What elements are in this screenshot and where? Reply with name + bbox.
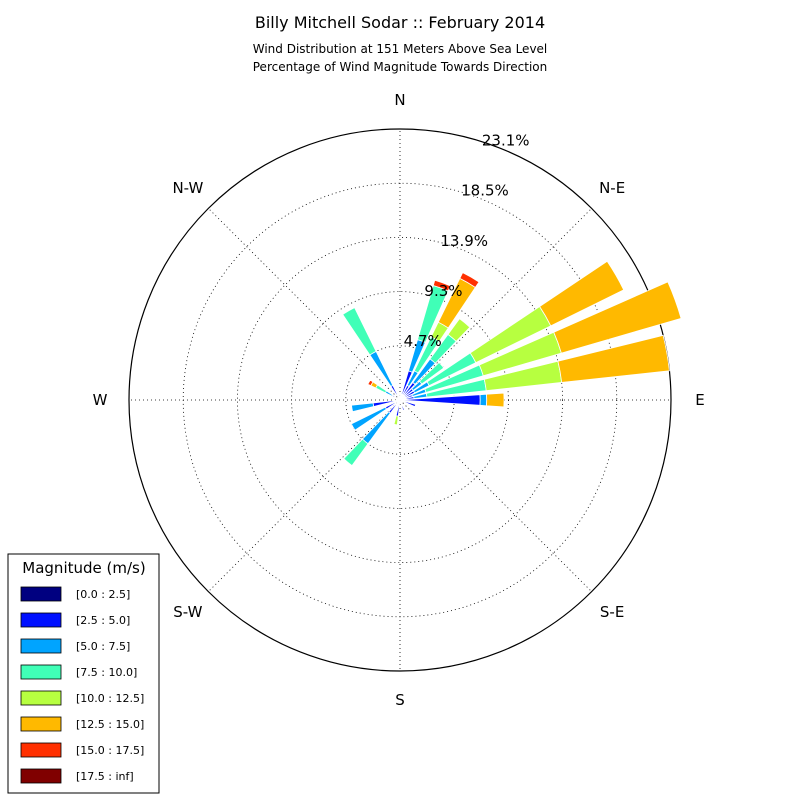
- legend-label: [15.0 : 17.5]: [76, 744, 144, 757]
- direction-label: N-W: [172, 179, 203, 197]
- grid-ring: [291, 291, 509, 509]
- direction-label: S-W: [173, 603, 202, 621]
- legend: Magnitude (m/s) [0.0 : 2.5] [2.5 : 5.0] [5…: [7, 553, 160, 794]
- legend-label: [0.0 : 2.5]: [76, 588, 130, 601]
- wedge-segment: [342, 307, 377, 356]
- legend-label: [12.5 : 15.0]: [76, 718, 144, 731]
- wedge-segment: [393, 415, 399, 426]
- wedge-segment: [350, 406, 388, 431]
- legend-label: [5.0 : 7.5]: [76, 640, 130, 653]
- ring-label: 4.7%: [404, 332, 442, 350]
- legend-swatch: [20, 638, 62, 654]
- wedge-segment: [553, 281, 682, 354]
- legend-swatch: [20, 768, 62, 784]
- chart-subtitle-line-2: Percentage of Wind Magnitude Towards Dir…: [253, 60, 547, 74]
- direction-label: S-E: [600, 603, 624, 621]
- ring-label: 18.5%: [461, 182, 509, 200]
- wedge-segment: [539, 260, 625, 327]
- legend-swatch: [20, 664, 62, 680]
- wedge-segment: [400, 402, 405, 411]
- legend-swatch: [20, 690, 62, 706]
- legend-label: [10.0 : 12.5]: [76, 692, 144, 705]
- legend-swatch: [20, 612, 62, 628]
- wedge-segment: [343, 438, 369, 467]
- direction-label: E: [695, 391, 704, 409]
- grid-spoke: [208, 208, 401, 401]
- windrose-bars: [342, 260, 682, 467]
- axis-labels: N N-E E S-E S S-W W N-W 4.7% 9.3% 13.9% 18.5% 23.1%: [93, 91, 705, 709]
- legend-swatch: [20, 586, 62, 602]
- grid-spoke: [208, 399, 401, 592]
- direction-label: S: [395, 691, 405, 709]
- ring-label: 13.9%: [440, 232, 488, 250]
- wedge-segment: [432, 279, 451, 292]
- legend-entries: [0.0 : 2.5] [2.5 : 5.0] [5.0 : 7.5] [7.5 : …: [20, 586, 144, 784]
- legend-label: [17.5 : inf]: [76, 770, 134, 783]
- wedge-segment: [367, 379, 374, 387]
- legend-swatch: [20, 716, 62, 732]
- legend-swatch: [20, 742, 62, 758]
- chart-title: Billy Mitchell Sodar :: February 2014: [255, 13, 545, 32]
- wedge-segment: [557, 334, 670, 383]
- outer-boundary: [128, 128, 672, 672]
- grid-ring: [236, 236, 564, 564]
- wedge-segment: [486, 392, 505, 408]
- wedge-segment: [375, 384, 388, 394]
- wedge-segment: [402, 400, 417, 408]
- wedge-segment: [459, 272, 480, 288]
- ring-label: 23.1%: [482, 132, 530, 150]
- wedge-segment: [369, 350, 394, 388]
- polar-grid: [128, 128, 672, 672]
- ring-label: 9.3%: [424, 282, 462, 300]
- wedge-segment: [447, 318, 471, 342]
- wedge-segment: [384, 390, 394, 397]
- legend-label: [7.5 : 10.0]: [76, 666, 137, 679]
- chart-subtitle-line-1: Wind Distribution at 151 Meters Above Se…: [253, 42, 548, 56]
- grid-ring: [182, 182, 618, 618]
- wedge-segment: [418, 361, 445, 385]
- legend-label: [2.5 : 5.0]: [76, 614, 130, 627]
- direction-label: N-E: [599, 179, 625, 197]
- wedge-segment: [351, 402, 375, 413]
- legend-title: Magnitude (m/s): [22, 559, 145, 577]
- direction-label: N: [394, 91, 405, 109]
- wedge-segment: [479, 393, 488, 407]
- grid-spoke: [399, 399, 592, 592]
- direction-label: W: [93, 391, 108, 409]
